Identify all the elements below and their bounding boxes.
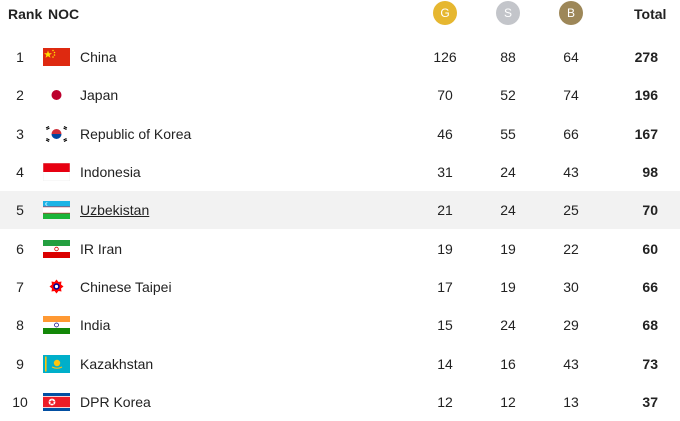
- noc-column-header[interactable]: NOC: [48, 6, 80, 22]
- table-row[interactable]: 9 Kazakhstan 14 16 43 73: [0, 344, 680, 382]
- silver-count: 55: [500, 125, 516, 142]
- gold-count: 19: [437, 240, 453, 257]
- table-row[interactable]: 3 Republic of Korea 46 55 66 167: [0, 115, 680, 153]
- india-flag-icon: [43, 316, 70, 335]
- country-name[interactable]: Kazakhstan: [80, 355, 154, 372]
- table-row[interactable]: 6 IR Iran 19 19 22 60: [0, 229, 680, 267]
- country-name[interactable]: IR Iran: [80, 240, 123, 257]
- gold-count: 126: [433, 49, 457, 66]
- bronze-count: 29: [563, 317, 579, 334]
- silver-count: 12: [500, 393, 516, 410]
- country-name[interactable]: India: [80, 317, 111, 334]
- bronze-count: 66: [563, 125, 579, 142]
- table-header: Rank NOC G S B Total: [0, 0, 680, 38]
- rank-cell: 10: [12, 393, 28, 410]
- total-count: 66: [642, 278, 658, 295]
- silver-count: 52: [500, 87, 516, 104]
- country-name[interactable]: Indonesia: [80, 164, 141, 181]
- silver-count: 24: [500, 202, 516, 219]
- gold-count: 14: [437, 355, 453, 372]
- gold-medal-icon[interactable]: G: [433, 1, 457, 25]
- rank-cell: 5: [16, 202, 24, 219]
- bronze-count: 43: [563, 164, 579, 181]
- rank-column-header[interactable]: Rank: [8, 6, 43, 22]
- bronze-count: 43: [563, 355, 579, 372]
- total-count: 167: [634, 125, 658, 142]
- silver-count: 88: [500, 49, 516, 66]
- rank-cell: 9: [16, 355, 24, 372]
- korea-flag-icon: [43, 124, 70, 143]
- gold-count: 46: [437, 125, 453, 142]
- gold-count: 17: [437, 278, 453, 295]
- rank-cell: 2: [16, 87, 24, 104]
- china-flag-icon: [43, 48, 70, 67]
- medal-table: 1 China 126 88 64 278 2 Japan 70 52 74 1…: [0, 38, 680, 421]
- bronze-count: 25: [563, 202, 579, 219]
- gold-count: 12: [437, 393, 453, 410]
- bronze-count: 13: [563, 393, 579, 410]
- silver-count: 24: [500, 164, 516, 181]
- country-name[interactable]: Japan: [80, 87, 119, 104]
- bronze-medal-icon[interactable]: B: [559, 1, 583, 25]
- silver-count: 19: [500, 240, 516, 257]
- total-count: 278: [634, 49, 658, 66]
- silver-medal-icon[interactable]: S: [496, 1, 520, 25]
- dpr-korea-flag-icon: [43, 392, 70, 411]
- total-count: 73: [642, 355, 658, 372]
- table-row[interactable]: 8 India 15 24 29 68: [0, 306, 680, 344]
- bronze-count: 30: [563, 278, 579, 295]
- rank-cell: 6: [16, 240, 24, 257]
- total-count: 70: [642, 202, 658, 219]
- rank-cell: 1: [16, 49, 24, 66]
- rank-cell: 3: [16, 125, 24, 142]
- country-name[interactable]: Chinese Taipei: [80, 278, 172, 295]
- total-count: 196: [634, 87, 658, 104]
- bronze-count: 64: [563, 49, 579, 66]
- chinese-taipei-flag-icon: [43, 277, 70, 296]
- table-row[interactable]: 5 Uzbekistan 21 24 25 70: [0, 191, 680, 230]
- total-count: 98: [642, 164, 658, 181]
- gold-count: 70: [437, 87, 453, 104]
- country-name[interactable]: Republic of Korea: [80, 125, 192, 142]
- rank-cell: 7: [16, 278, 24, 295]
- uzbekistan-flag-icon: [43, 201, 70, 220]
- gold-count: 15: [437, 317, 453, 334]
- total-count: 68: [642, 317, 658, 334]
- kazakhstan-flag-icon: [43, 354, 70, 373]
- country-name-link[interactable]: Uzbekistan: [80, 202, 150, 219]
- silver-count: 16: [500, 355, 516, 372]
- total-count: 37: [642, 393, 658, 410]
- table-row[interactable]: 10 DPR Korea 12 12 13 37: [0, 383, 680, 421]
- bronze-count: 74: [563, 87, 579, 104]
- gold-count: 21: [437, 202, 453, 219]
- table-row[interactable]: 4 Indonesia 31 24 43 98: [0, 153, 680, 191]
- gold-count: 31: [437, 164, 453, 181]
- table-row[interactable]: 2 Japan 70 52 74 196: [0, 76, 680, 114]
- silver-count: 19: [500, 278, 516, 295]
- country-name[interactable]: China: [80, 49, 117, 66]
- indonesia-flag-icon: [43, 163, 70, 182]
- japan-flag-icon: [43, 86, 70, 105]
- total-count: 60: [642, 240, 658, 257]
- rank-cell: 4: [16, 164, 24, 181]
- table-row[interactable]: 7 Chinese Taipei 17 19 30 66: [0, 268, 680, 306]
- rank-cell: 8: [16, 317, 24, 334]
- silver-count: 24: [500, 317, 516, 334]
- bronze-count: 22: [563, 240, 579, 257]
- country-name[interactable]: DPR Korea: [80, 393, 151, 410]
- total-column-header[interactable]: Total: [634, 6, 667, 22]
- iran-flag-icon: [43, 239, 70, 258]
- table-row[interactable]: 1 China 126 88 64 278: [0, 38, 680, 76]
